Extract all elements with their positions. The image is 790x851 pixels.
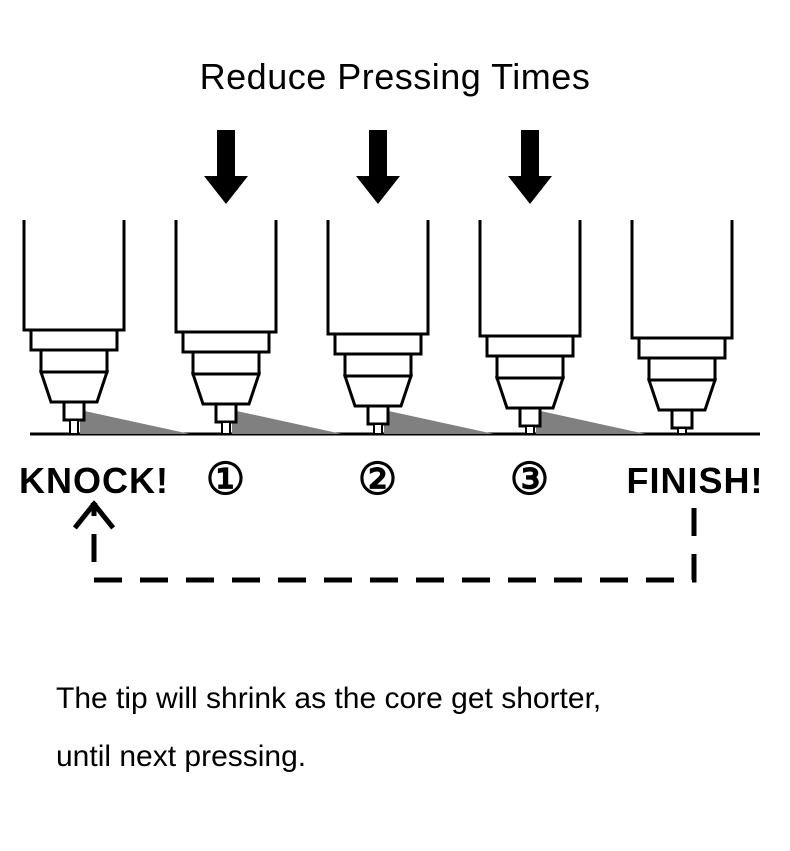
pen-taper	[497, 378, 563, 408]
pen-tip	[678, 428, 686, 434]
pen-step	[41, 350, 107, 372]
wear-wedge	[536, 410, 646, 434]
pen-tip	[222, 422, 230, 434]
return-arrowhead	[76, 504, 94, 526]
label-step-1: ①	[186, 454, 266, 505]
caption-text: The tip will shrink as the core get shor…	[56, 670, 736, 786]
pen-barrel	[632, 220, 732, 338]
pen-barrel	[176, 220, 276, 332]
pen-barrel	[24, 220, 124, 330]
down-arrow-icon	[508, 130, 552, 204]
pen-sleeve	[672, 410, 692, 428]
pen-step	[487, 336, 573, 356]
pen-barrel	[480, 220, 580, 336]
pen-step	[335, 334, 421, 354]
return-arrowhead	[94, 504, 112, 526]
pen-barrel	[328, 220, 428, 334]
pen-sleeve	[520, 408, 540, 426]
pen-step	[31, 330, 117, 350]
wedges-group	[80, 410, 646, 434]
pen-taper	[193, 374, 259, 404]
pen-step	[345, 354, 411, 376]
pen-step	[193, 352, 259, 374]
wear-wedge	[232, 410, 342, 434]
pen-step	[639, 338, 725, 358]
pen-taper	[345, 376, 411, 406]
pen-step	[649, 358, 715, 380]
label-step-3: ③	[490, 454, 570, 505]
pen-sleeve	[64, 402, 84, 420]
pen-step	[497, 356, 563, 378]
label-finish: FINISH!	[610, 460, 780, 502]
pen-step	[183, 332, 269, 352]
pen-taper	[41, 372, 107, 402]
diagram-page: Reduce Pressing Times KNOCK! ① ② ③ FINIS…	[0, 0, 790, 851]
down-arrow-icon	[204, 130, 248, 204]
pen-tip	[374, 424, 382, 434]
pen-sleeve	[216, 404, 236, 422]
pen-tip	[70, 420, 78, 434]
return-path	[94, 508, 694, 580]
wear-wedge	[80, 410, 190, 434]
pen-tip	[526, 426, 534, 434]
label-knock: KNOCK!	[14, 460, 174, 502]
down-arrows-group	[204, 130, 552, 204]
caption-line-2: until next pressing.	[56, 740, 306, 773]
pens-group	[24, 220, 732, 434]
down-arrow-icon	[356, 130, 400, 204]
wear-wedge	[384, 410, 494, 434]
pen-sleeve	[368, 406, 388, 424]
return-path-group	[76, 504, 694, 580]
pen-taper	[649, 380, 715, 410]
label-step-2: ②	[338, 454, 418, 505]
caption-line-1: The tip will shrink as the core get shor…	[56, 682, 601, 715]
